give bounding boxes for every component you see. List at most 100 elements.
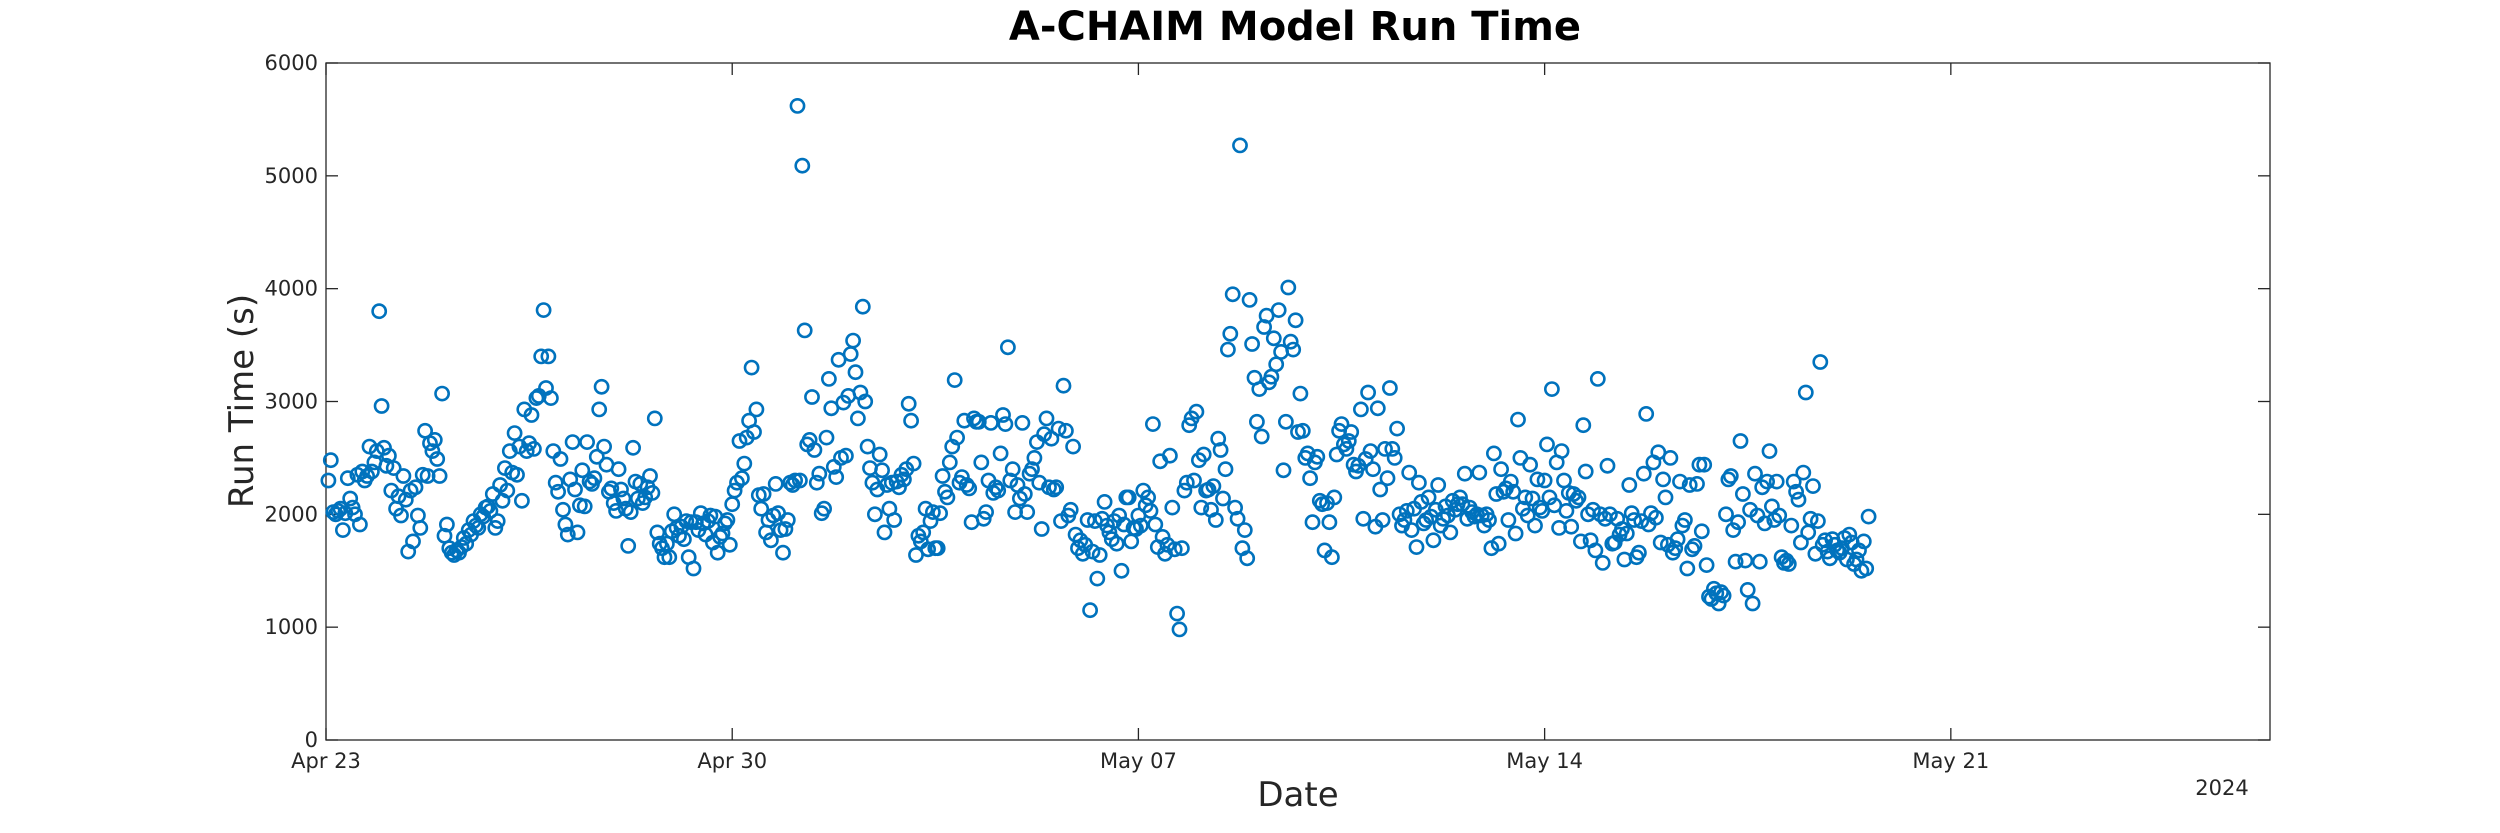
data-point — [588, 448, 605, 465]
data-point — [748, 401, 765, 418]
data-point — [1174, 540, 1190, 557]
data-point — [1730, 514, 1746, 531]
data-point — [1265, 330, 1282, 347]
data-point — [1304, 514, 1321, 531]
y-tick-label: 2000 — [265, 502, 318, 526]
data-point — [1169, 605, 1185, 622]
data-point — [424, 443, 441, 459]
data-point — [1679, 560, 1696, 577]
data-point — [1558, 502, 1575, 519]
data-point — [1353, 401, 1369, 418]
data-point — [1275, 462, 1292, 479]
data-point — [1408, 539, 1425, 555]
data-points — [320, 98, 1877, 638]
data-point — [867, 506, 883, 523]
data-point — [1065, 438, 1081, 455]
data-point — [1186, 472, 1202, 489]
data-point — [1577, 463, 1594, 480]
data-point — [1000, 339, 1016, 356]
data-point — [1442, 524, 1459, 541]
data-point — [373, 398, 390, 414]
data-point — [1635, 465, 1652, 482]
data-point — [1062, 501, 1079, 518]
data-point — [1573, 533, 1589, 550]
data-point — [1481, 512, 1497, 528]
data-point — [685, 560, 702, 577]
data-point — [1249, 413, 1265, 430]
plot-area — [325, 62, 2271, 741]
data-point — [1727, 553, 1744, 570]
data-point — [1541, 489, 1558, 506]
data-point — [779, 512, 796, 528]
data-point — [622, 504, 639, 520]
data-point — [1735, 486, 1751, 502]
data-point — [847, 364, 864, 381]
y-tick-label: 4000 — [265, 277, 318, 301]
data-point — [1384, 440, 1401, 457]
data-point — [1599, 457, 1616, 474]
x-tick-label: Apr 30 — [697, 749, 767, 773]
data-point — [1360, 384, 1376, 401]
data-point — [1326, 489, 1343, 506]
data-point — [1382, 380, 1398, 396]
data-point — [1686, 538, 1703, 554]
data-point — [755, 486, 772, 502]
data-point — [661, 549, 678, 566]
data-point — [363, 463, 380, 480]
data-point — [1858, 560, 1875, 577]
data-point — [1321, 514, 1338, 531]
data-point — [579, 434, 595, 450]
data-point — [1292, 385, 1309, 402]
data-point — [1079, 512, 1096, 528]
data-point — [1164, 499, 1181, 516]
data-point — [1553, 443, 1570, 459]
data-point — [920, 541, 936, 558]
data-point — [714, 525, 731, 542]
y-axis: 0 1000 2000 3000 4000 5000 6000 — [265, 51, 2270, 752]
data-point — [1667, 540, 1684, 557]
data-point — [1058, 422, 1074, 439]
data-point — [1589, 370, 1606, 387]
data-point — [932, 505, 948, 522]
data-point — [1689, 475, 1705, 492]
data-point — [1280, 279, 1297, 296]
data-point — [1669, 531, 1686, 548]
data-point — [903, 412, 919, 429]
data-point — [1510, 411, 1526, 428]
data-point — [1502, 473, 1519, 490]
data-point — [603, 480, 620, 497]
data-point — [886, 512, 903, 528]
data-point — [1401, 464, 1418, 481]
data-point — [978, 504, 994, 520]
data-point — [576, 498, 593, 515]
data-point — [1372, 481, 1389, 498]
data-point — [1132, 517, 1149, 534]
data-point — [1294, 422, 1311, 439]
data-point — [1420, 489, 1437, 506]
data-point — [925, 504, 941, 520]
data-point — [393, 507, 409, 524]
data-point — [1210, 430, 1227, 447]
data-point — [806, 442, 823, 458]
data-point — [586, 470, 603, 487]
data-point — [1229, 510, 1246, 527]
y-tick-label: 0 — [305, 728, 318, 752]
data-point — [1785, 473, 1802, 490]
data-point — [1430, 477, 1447, 493]
x-tick-label: May 07 — [1100, 749, 1177, 773]
data-point — [1698, 557, 1715, 573]
data-point — [1377, 440, 1393, 457]
data-point — [1529, 471, 1546, 488]
data-point — [1732, 433, 1749, 449]
data-point — [412, 520, 429, 536]
data-point — [1171, 621, 1188, 638]
data-point — [1761, 443, 1778, 459]
x-axis-year-label: 2024 — [2195, 776, 2248, 800]
data-point — [1718, 506, 1734, 523]
data-point — [407, 479, 424, 496]
data-point — [1091, 547, 1108, 563]
data-point — [1244, 336, 1260, 352]
data-point — [1403, 522, 1420, 538]
y-tick-label: 3000 — [265, 390, 318, 414]
